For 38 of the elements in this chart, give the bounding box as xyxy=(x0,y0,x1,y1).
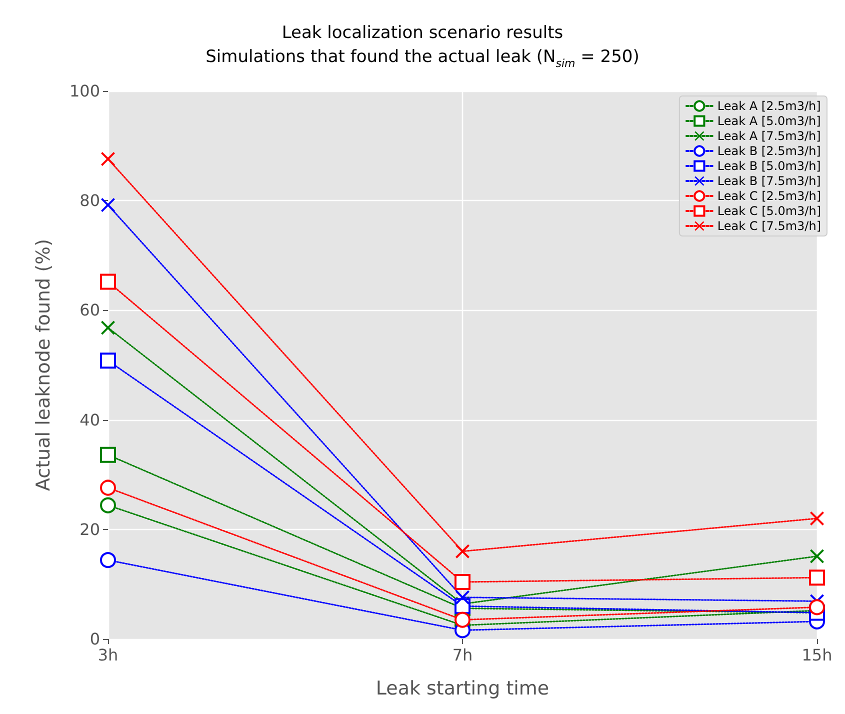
legend-label: Leak C [5.0m3/h] xyxy=(717,204,822,218)
point xyxy=(100,552,116,568)
y-tick-label: 60 xyxy=(80,300,100,320)
point xyxy=(456,544,470,558)
legend-label: Leak B [2.5m3/h] xyxy=(717,144,821,158)
y-tick-label: 40 xyxy=(80,410,100,430)
y-tick-label: 80 xyxy=(80,191,100,210)
point xyxy=(100,446,116,463)
point xyxy=(100,352,116,369)
point xyxy=(100,480,116,496)
legend-label: Leak C [7.5m3/h] xyxy=(717,219,822,233)
x-tick-label: 3h xyxy=(98,646,118,664)
y-axis-title: Actual leaknode found (%) xyxy=(32,238,54,492)
legend-label: Leak A [5.0m3/h] xyxy=(717,114,821,128)
y-tick-label: 20 xyxy=(80,520,100,539)
point xyxy=(810,549,824,564)
point xyxy=(100,274,116,290)
point xyxy=(810,511,824,526)
point xyxy=(809,570,825,586)
point xyxy=(101,152,115,166)
legend-label: Leak A [2.5m3/h] xyxy=(717,99,821,113)
legend-label: Leak C [2.5m3/h] xyxy=(717,189,822,203)
legend-label: Leak B [7.5m3/h] xyxy=(717,174,821,188)
point xyxy=(456,590,470,604)
chart-title: Leak localization scenario results xyxy=(282,23,564,43)
x-tick-label: 15h xyxy=(802,646,832,664)
legend-label: Leak A [7.5m3/h] xyxy=(717,129,821,143)
point xyxy=(809,599,825,616)
x-axis-title: Leak starting time xyxy=(376,678,550,700)
y-tick-label: 0 xyxy=(90,630,100,648)
legend-label: Leak B [5.0m3/h] xyxy=(717,159,821,173)
point xyxy=(454,612,470,628)
point xyxy=(101,320,115,335)
point xyxy=(100,497,116,514)
point xyxy=(101,198,115,212)
x-tick-label: 7h xyxy=(452,646,473,664)
point xyxy=(454,574,470,590)
y-tick-label: 100 xyxy=(69,82,100,100)
